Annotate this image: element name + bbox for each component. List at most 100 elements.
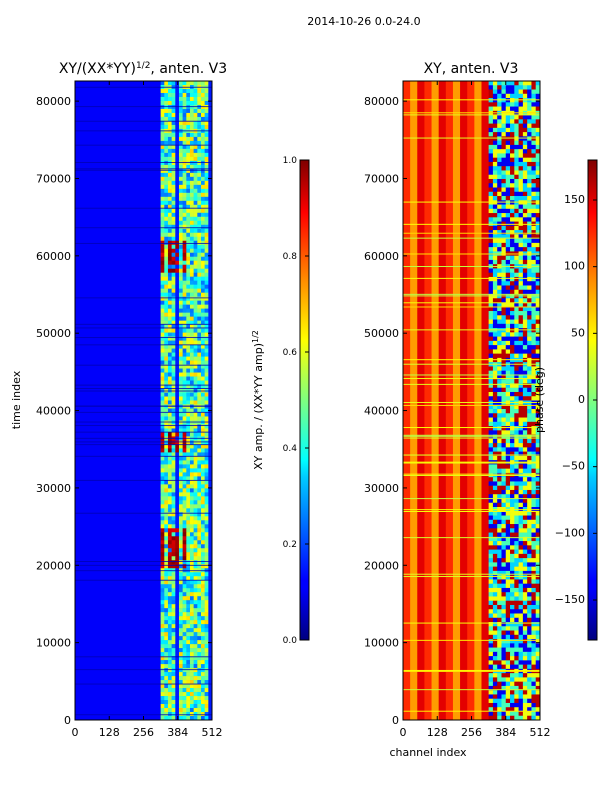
heatmap-cell [531,451,537,457]
heatmap-cell [527,592,532,597]
heatmap-cell [522,268,528,273]
heatmap-cell [522,468,528,474]
heatmap-cell [204,588,209,593]
heatmap-cell [531,698,537,704]
heatmap-cell [197,604,202,609]
heatmap-cell [160,624,165,629]
heatmap-cell [488,587,494,593]
heatmap-cell [189,708,194,713]
heatmap-cell [178,96,183,102]
heatmap-cell [193,100,198,106]
heatmap-cell [175,432,180,437]
heatmap-cell [208,152,213,158]
heatmap-cell [182,428,187,433]
heatmap-cell [522,622,528,627]
heatmap-cell [197,172,202,178]
heatmap-cell [175,612,180,617]
heatmap-cell [167,364,172,369]
heatmap-cell [171,644,176,649]
heatmap-cell [164,296,169,301]
heatmap-cell [182,168,187,174]
heatmap-cell [167,704,172,709]
heatmap-cell [186,592,191,597]
heatmap-cell [518,536,524,542]
heatmap-cell [535,340,541,346]
heatmap-cell [189,552,194,557]
heatmap-cell [527,536,532,542]
heatmap-cell [492,681,498,687]
heatmap-cell [186,356,191,361]
heatmap-cell [488,170,494,176]
heatmap-cell [497,153,502,158]
heatmap-cell [492,183,498,188]
heatmap-cell [167,440,172,445]
heatmap-cell [197,648,202,653]
heatmap-cell [204,132,209,138]
heatmap-cell [510,349,515,354]
heatmap-cell [514,174,519,180]
heatmap-cell [175,336,180,341]
heatmap-cell [175,280,180,285]
heatmap-cell [492,170,498,176]
heatmap-cell [208,612,213,617]
heatmap-cell [208,660,213,665]
heatmap-cell [497,626,502,631]
heatmap-cell [497,230,502,235]
heatmap-cell [510,85,515,90]
heatmap-cell [510,596,515,602]
heatmap-cell [204,680,209,685]
heatmap-column [424,81,432,720]
heatmap-cell [197,556,202,561]
heatmap-cell [200,596,205,601]
heatmap-cell [197,704,202,709]
heatmap-cell [510,681,515,687]
heatmap-cell [175,372,180,377]
heatmap-cell [527,651,532,657]
heatmap-cell [527,685,532,691]
heatmap-cell [175,344,180,349]
heatmap-cell [488,234,494,239]
heatmap-cell [186,224,191,230]
heatmap-cell [197,300,202,305]
heatmap-cell [167,428,172,433]
heatmap-cell [492,426,498,431]
heatmap-cell [497,630,502,636]
heatmap-cell [497,502,502,508]
heatmap-cell [186,708,191,713]
heatmap-cell [164,640,169,645]
heatmap-cell [510,281,515,286]
heatmap-cell [510,532,515,538]
right-panel: XY, anten. V3 0 128 256 384 5120100002000030… [364,61,551,759]
heatmap-cell [492,489,498,495]
heatmap-cell [488,647,494,653]
heatmap-cell [204,652,209,657]
heatmap-cell [497,140,502,146]
heatmap-cell [193,664,198,669]
heatmap-cell [197,384,202,389]
heatmap-cell [175,204,180,210]
heatmap-cell [531,596,537,602]
heatmap-cell [497,119,502,124]
heatmap-cell [527,396,532,401]
heatmap-cell [535,583,541,589]
heatmap-cell [178,516,183,521]
heatmap-cell [197,196,202,202]
heatmap-cell [204,296,209,301]
heatmap-cell [204,392,209,397]
heatmap-cell [197,700,202,705]
heatmap-cell [208,396,213,401]
heatmap-cell [178,616,183,621]
heatmap-stripe [75,323,212,325]
heatmap-cell [175,420,180,425]
heatmap-cell [535,255,541,261]
heatmap-cell [208,160,213,166]
heatmap-cell [186,444,191,449]
heatmap-cell [160,604,165,609]
heatmap-cell [535,383,541,389]
heatmap-cell [178,124,183,130]
heatmap-cell [522,677,528,682]
heatmap-cell [208,468,213,473]
heatmap-cell [189,380,194,385]
heatmap-cell [501,409,507,414]
heatmap-cell [186,380,191,385]
